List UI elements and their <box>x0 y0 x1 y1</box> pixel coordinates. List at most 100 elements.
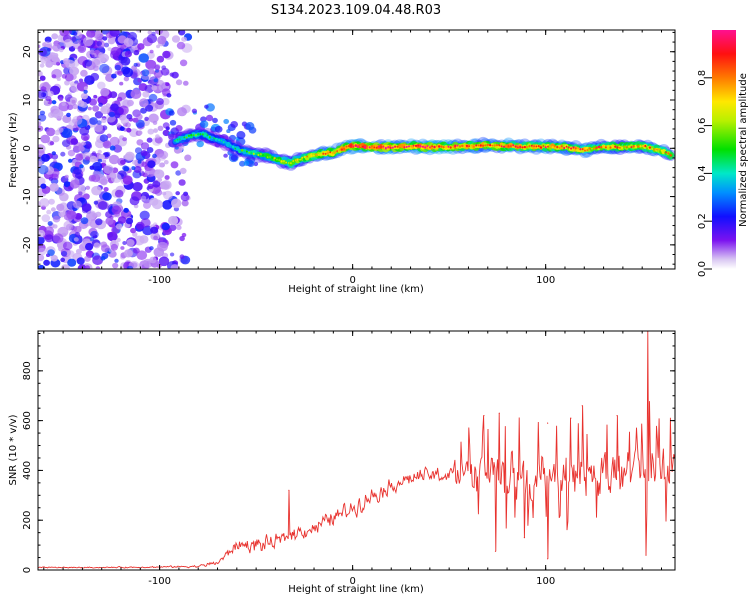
noise-blob <box>56 188 65 196</box>
y-tick-label: 600 <box>22 411 33 430</box>
ridge-mark <box>470 144 473 147</box>
transition-blob <box>175 125 183 132</box>
ridge-mark <box>445 145 448 149</box>
ridge-mark <box>296 158 299 161</box>
noise-blob <box>129 128 139 138</box>
noise-blob <box>92 161 103 172</box>
noise-blob <box>68 158 73 163</box>
ridge-mark <box>556 145 559 149</box>
ridge-mark <box>588 147 591 150</box>
ridge-mark <box>519 145 522 149</box>
noise-blob <box>146 34 158 44</box>
y-tick-label: 20 <box>22 45 33 58</box>
noise-blob <box>159 150 169 159</box>
ridge-mark <box>612 146 614 148</box>
ridge-mark <box>602 145 605 148</box>
noise-blob <box>85 185 91 190</box>
transition-blob <box>169 119 177 126</box>
noise-blob <box>60 151 66 157</box>
noise-blob <box>109 136 120 146</box>
noise-blob <box>70 225 78 232</box>
colorbar-tick-label: 0.2 <box>697 213 708 229</box>
noise-blob <box>52 224 58 229</box>
noise-blob <box>60 264 70 269</box>
ridge-mark <box>512 144 515 147</box>
noise-blob <box>120 56 131 66</box>
ridge-mark <box>252 152 255 155</box>
noise-blob <box>58 101 70 112</box>
ridge-mark <box>517 146 519 149</box>
noise-blob <box>38 201 42 207</box>
noise-blob <box>179 59 188 67</box>
noise-blob <box>46 127 56 137</box>
ridge-mark <box>584 149 586 152</box>
noise-blob <box>102 140 112 149</box>
ridge-mark <box>436 145 438 147</box>
colorbar-label: Normalized spectral amplitude <box>738 73 749 227</box>
noise-blob <box>112 262 119 269</box>
noise-blob <box>74 231 81 238</box>
noise-blob <box>160 67 170 76</box>
ridge-mark <box>484 144 487 147</box>
noise-blob <box>158 237 164 242</box>
noise-blob <box>124 50 132 58</box>
noise-blob <box>52 215 61 223</box>
noise-blob <box>149 256 157 264</box>
ridge-mark <box>241 149 244 152</box>
spectrogram-marks <box>38 30 675 269</box>
ridge-mark <box>567 146 570 149</box>
noise-blob <box>162 122 170 129</box>
noise-blob <box>56 77 61 81</box>
noise-blob <box>98 176 108 185</box>
noise-blob <box>162 129 170 137</box>
ridge-mark <box>299 158 301 161</box>
spectrogram-frame <box>37 29 676 270</box>
noise-blob <box>103 42 110 48</box>
noise-blob <box>61 139 71 148</box>
noise-blob <box>72 31 78 36</box>
ridge-mark <box>570 147 573 150</box>
y-tick-label: 400 <box>22 461 33 480</box>
noise-blob <box>180 193 190 202</box>
ridge-mark <box>429 146 431 149</box>
noise-blob <box>162 200 173 210</box>
noise-blob <box>179 235 185 242</box>
noise-blob <box>39 198 50 208</box>
y-tick-label: 800 <box>22 361 33 380</box>
noise-blob <box>147 30 153 35</box>
noise-blob <box>116 96 123 102</box>
noise-blob <box>132 182 143 192</box>
ridge-mark <box>489 143 492 147</box>
noise-blob <box>171 35 181 43</box>
noise-blob <box>168 215 179 226</box>
transition-blob <box>236 131 246 140</box>
noise-blob <box>51 33 59 40</box>
noise-blob <box>48 198 55 205</box>
noise-blob <box>179 254 185 259</box>
noise-blob <box>64 73 74 82</box>
ridge-mark <box>326 151 329 155</box>
noise-blob <box>73 237 79 242</box>
noise-blob <box>64 80 70 86</box>
noise-blob <box>92 105 100 112</box>
ridge-mark <box>408 145 410 148</box>
ridge-mark <box>201 133 204 136</box>
noise-blob <box>52 109 64 119</box>
noise-blob <box>38 44 41 49</box>
noise-blob <box>177 107 187 117</box>
x-tick-label: 0 <box>349 275 355 286</box>
noise-blob <box>108 154 120 165</box>
noise-blob <box>85 156 91 161</box>
noise-blob <box>43 259 50 266</box>
ridge-mark <box>414 144 418 148</box>
noise-blob <box>61 250 68 257</box>
noise-blob <box>78 145 85 152</box>
ridge-mark <box>224 141 228 144</box>
noise-blob <box>157 241 168 252</box>
noise-blob <box>156 55 165 63</box>
noise-blob <box>51 100 57 105</box>
noise-blob <box>97 81 106 90</box>
noise-blob <box>120 44 127 50</box>
noise-blob <box>39 63 45 68</box>
ridge-mark <box>185 136 188 139</box>
